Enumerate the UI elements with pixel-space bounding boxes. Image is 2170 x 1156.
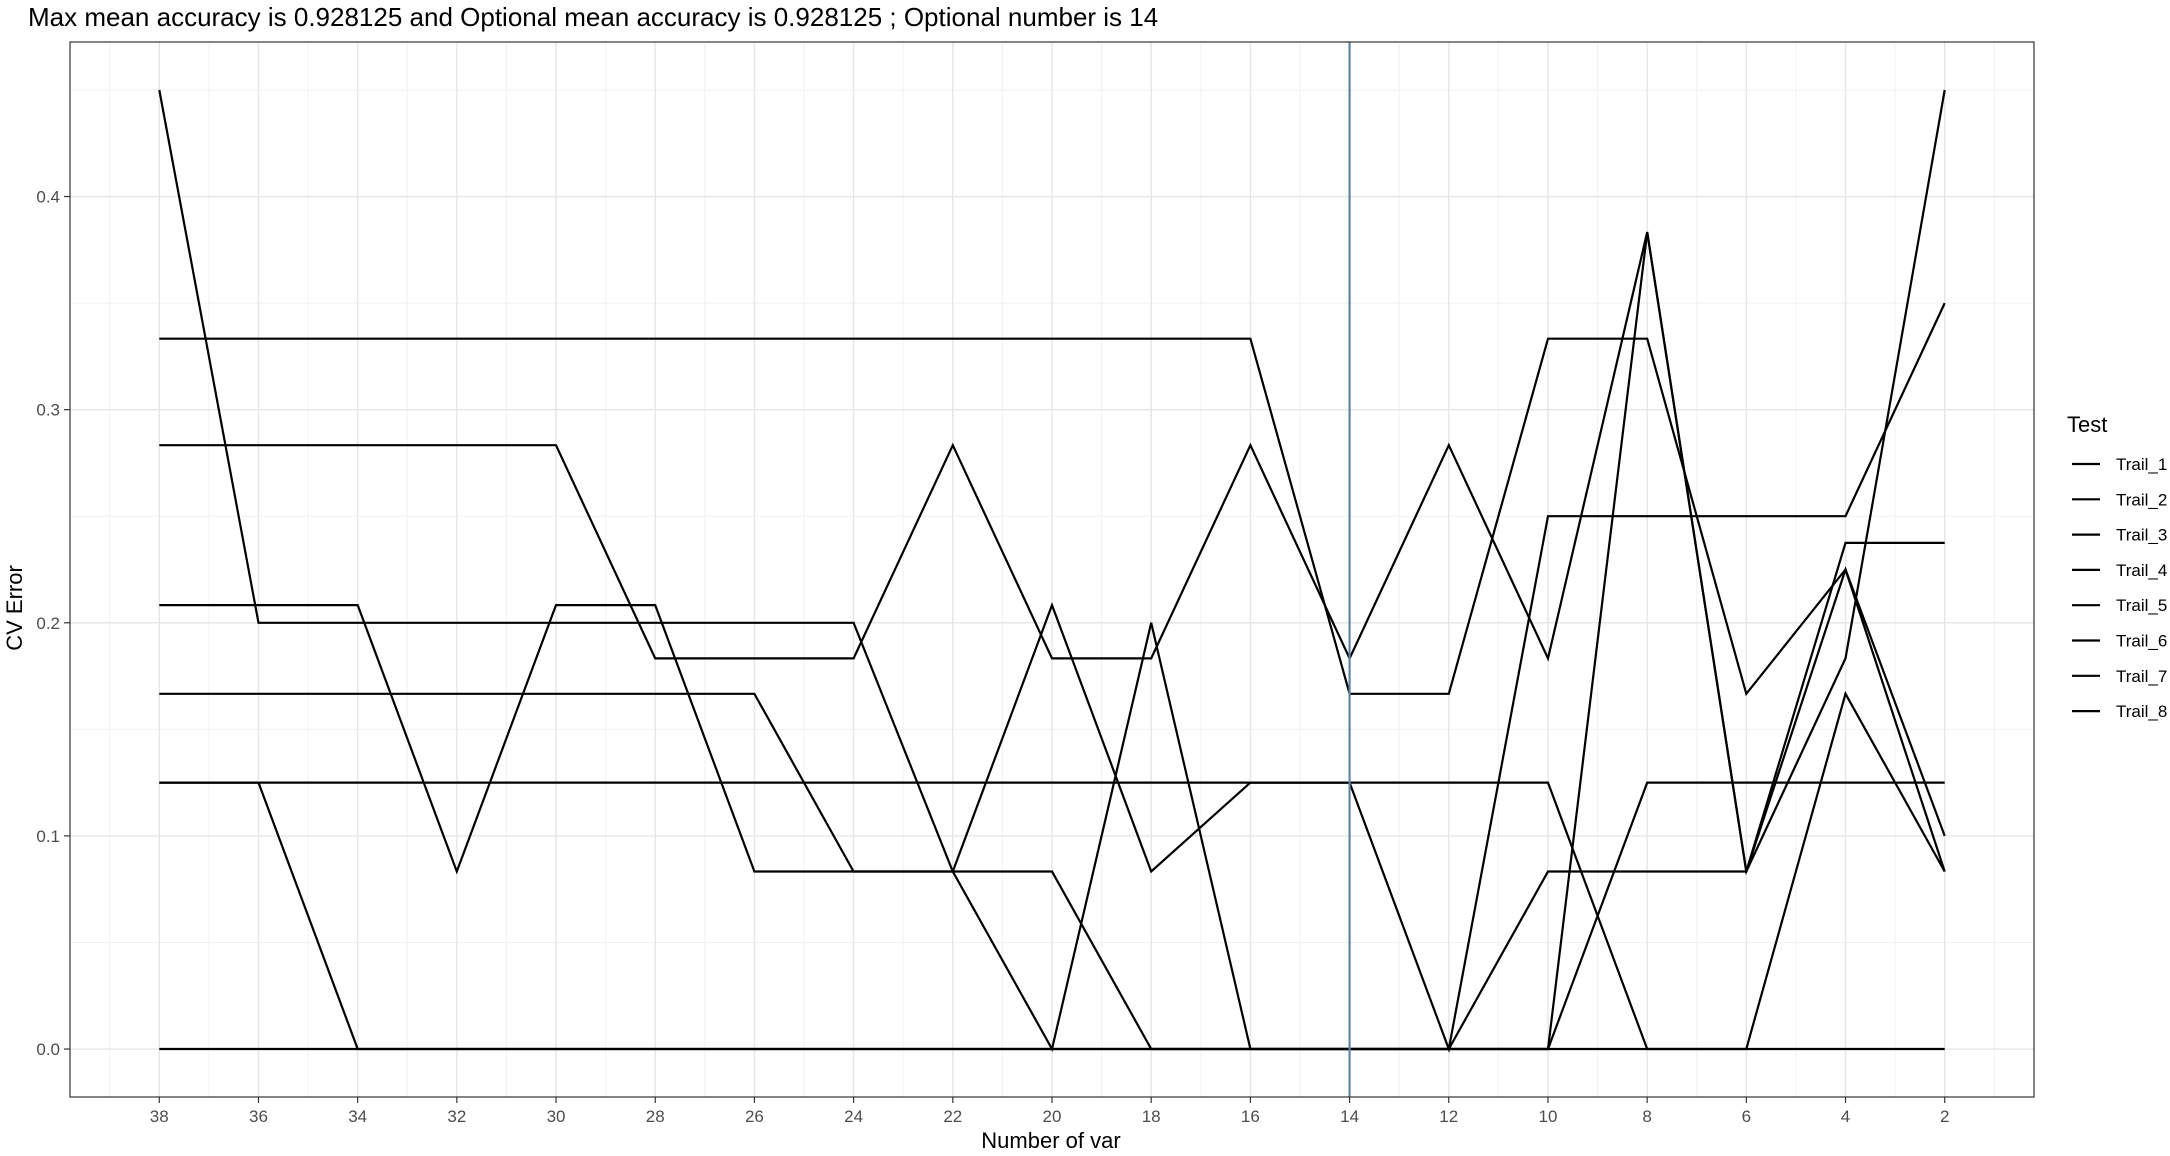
y-axis: 0.0 0.1 0.2 0.3 0.4 [36, 188, 70, 1059]
x-tick-label: 16 [1241, 1107, 1260, 1126]
x-tick-label: 22 [943, 1107, 962, 1126]
x-tick-label: 24 [844, 1107, 863, 1126]
legend-label-Trail_4: Trail_4 [2116, 561, 2167, 580]
x-tick-label: 18 [1142, 1107, 1161, 1126]
x-axis-title: Number of var [981, 1128, 1120, 1153]
x-tick-label: 2 [1940, 1107, 1949, 1126]
x-tick-label: 34 [348, 1107, 367, 1126]
x-tick-label: 4 [1841, 1107, 1850, 1126]
x-axis: 38 36 34 32 30 28 26 24 22 20 18 16 14 12 10 8 6 4 2 [150, 1097, 1949, 1126]
x-tick-label: 30 [547, 1107, 566, 1126]
legend-label-Trail_1: Trail_1 [2116, 455, 2167, 474]
series-line-Trail_2 [159, 337, 1946, 872]
y-tick-label: 0.3 [36, 401, 60, 420]
y-axis-title: CV Error [2, 565, 27, 651]
y-tick-label: 0.4 [36, 188, 60, 207]
legend-title: Test [2067, 412, 2107, 437]
legend-label-Trail_3: Trail_3 [2116, 526, 2167, 545]
x-tick-label: 12 [1439, 1107, 1458, 1126]
x-tick-label: 38 [150, 1107, 169, 1126]
series-line-Trail_4 [159, 302, 1946, 1054]
legend-label-Trail_2: Trail_2 [2116, 490, 2167, 509]
series-lines [158, 89, 1946, 1054]
legend-label-Trail_7: Trail_7 [2116, 667, 2167, 686]
chart-title: Max mean accuracy is 0.928125 and Option… [28, 2, 1158, 32]
x-tick-label: 10 [1538, 1107, 1557, 1126]
series-line-Trail_3 [159, 231, 1946, 872]
y-tick-label: 0.0 [36, 1040, 60, 1059]
legend-label-Trail_5: Trail_5 [2116, 596, 2167, 615]
x-tick-label: 36 [249, 1107, 268, 1126]
x-tick-label: 8 [1642, 1107, 1651, 1126]
legend-label-Trail_6: Trail_6 [2116, 632, 2167, 651]
x-tick-label: 20 [1043, 1107, 1062, 1126]
x-tick-label: 32 [447, 1107, 466, 1126]
x-tick-label: 28 [646, 1107, 665, 1126]
legend: Test Trail_1 Trail_2 Trail_3 Trail_4 Trail_5… [2067, 412, 2167, 721]
x-tick-label: 26 [745, 1107, 764, 1126]
legend-label-Trail_8: Trail_8 [2116, 702, 2167, 721]
plot-area [69, 41, 2035, 1098]
y-tick-label: 0.1 [36, 827, 60, 846]
x-tick-label: 14 [1340, 1107, 1359, 1126]
y-tick-label: 0.2 [36, 614, 60, 633]
x-tick-label: 6 [1742, 1107, 1751, 1126]
